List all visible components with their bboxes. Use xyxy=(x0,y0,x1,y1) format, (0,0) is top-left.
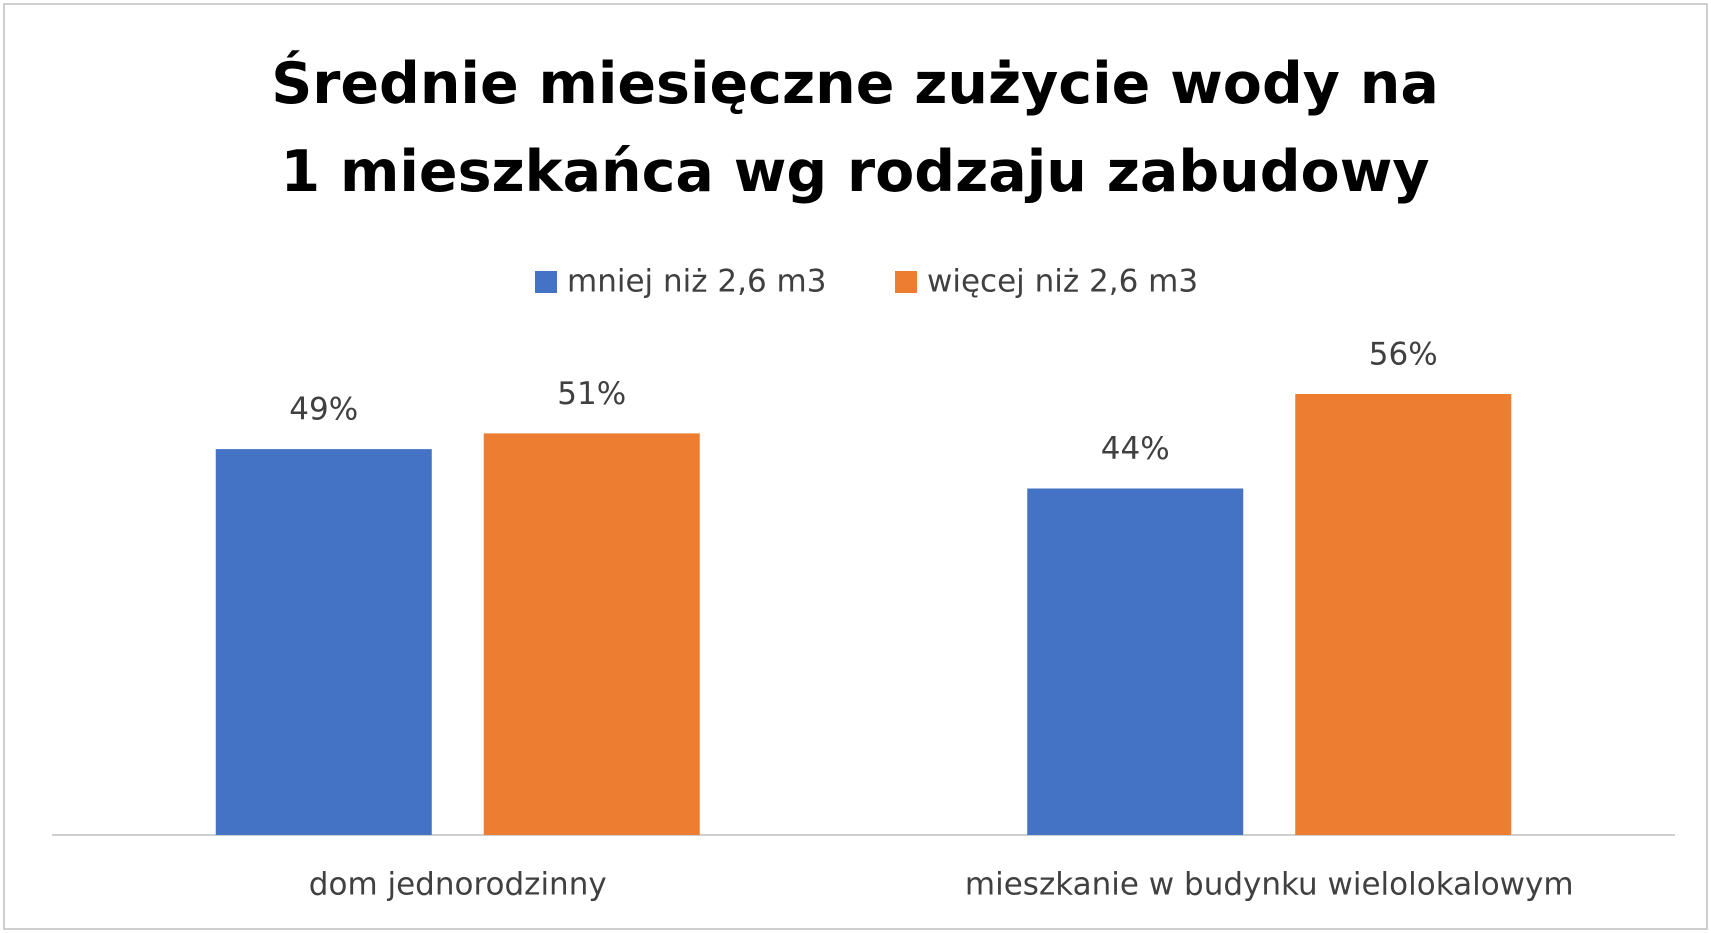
chart-title: Średnie miesięczne zużycie wody na 1 mie… xyxy=(271,51,1439,205)
data-label: 51% xyxy=(557,376,626,412)
bar xyxy=(1027,488,1244,835)
bar xyxy=(215,449,432,835)
legend-swatch xyxy=(535,271,557,293)
bar xyxy=(483,433,700,835)
legend-label: mniej niż 2,6 m3 xyxy=(567,264,826,300)
x-tick-label: mieszkanie w budynku wielolokalowym xyxy=(965,867,1574,903)
bar xyxy=(1295,394,1512,835)
data-label: 56% xyxy=(1369,337,1438,373)
legend-label: więcej niż 2,6 m3 xyxy=(927,264,1198,300)
data-label: 44% xyxy=(1101,431,1170,467)
legend-swatch xyxy=(895,271,917,293)
data-label: 49% xyxy=(289,392,358,428)
x-tick-label: dom jednorodzinny xyxy=(309,867,607,903)
